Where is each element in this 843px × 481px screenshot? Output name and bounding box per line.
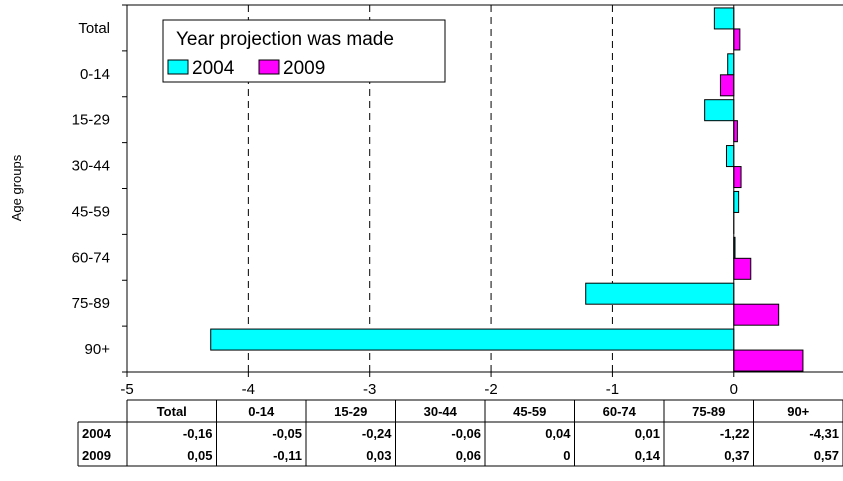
bar-2009-75-89	[733, 303, 780, 326]
table-cell: -0,05	[272, 426, 302, 441]
bar-2004-45-59	[733, 190, 740, 213]
table-row-label: 2009	[82, 448, 111, 463]
bar-2004-Total	[713, 7, 735, 30]
y-axis-label: Age groups	[9, 154, 24, 221]
category-labels: Total 0-14 15-29 30-44 45-59 60-74 75-89 90+	[72, 20, 111, 358]
table-cell: 0,37	[724, 448, 749, 463]
table-cell: 0,05	[187, 448, 212, 463]
table-cell: -4,31	[809, 426, 839, 441]
table-header-cell: 15-29	[334, 404, 367, 419]
table-cell: -0,16	[183, 426, 213, 441]
bar-2004-15-29	[704, 99, 735, 122]
legend-box	[162, 19, 446, 83]
table-cell: 0,06	[456, 448, 481, 463]
x-tick-label: 0	[730, 381, 738, 398]
category-label: 90+	[85, 341, 111, 358]
table-cell: 0,04	[545, 426, 571, 441]
table-cell: -0,11	[273, 448, 302, 463]
category-label: 15-29	[72, 112, 110, 129]
category-label: 30-44	[72, 158, 110, 175]
bar-2004-30-44	[725, 145, 735, 168]
bar-2009-90+	[733, 349, 804, 372]
data-table: Total 0-14 15-29 30-44 45-59 60-74 75-89 90+ 200…	[77, 399, 843, 467]
table-cell: 0,57	[814, 448, 839, 463]
table-header-cell: 60-74	[603, 404, 637, 419]
table-cell: 0,01	[635, 426, 660, 441]
x-tick-label: -4	[242, 381, 255, 398]
bar-2004-0-14	[727, 53, 735, 76]
table-header-cell: 90+	[787, 404, 809, 419]
table-cell: 0	[563, 448, 570, 463]
table-cell: -0,06	[451, 426, 481, 441]
category-label: 45-59	[72, 203, 110, 220]
bars	[210, 7, 804, 372]
bar-2004-75-89	[585, 282, 735, 305]
category-label: 75-89	[72, 295, 110, 312]
table-cell: 0,14	[635, 448, 661, 463]
table-cell: -1,22	[720, 426, 750, 441]
legend-swatch-2004	[167, 59, 189, 75]
bar-2009-0-14	[719, 74, 735, 97]
legend-label-2004: 2004	[192, 58, 235, 79]
table-header-cell: Total	[157, 404, 187, 419]
category-label: Total	[78, 20, 110, 37]
legend-label-2009: 2009	[283, 58, 325, 79]
legend: Year projection was made 2004 2009	[162, 19, 446, 83]
x-tick-labels: -5 -4 -3 -2 -1 0	[120, 381, 738, 398]
x-tick-label: -5	[120, 381, 133, 398]
table-cell: 0,03	[366, 448, 391, 463]
table-row-label: 2004	[82, 426, 112, 441]
legend-title: Year projection was made	[176, 29, 394, 50]
bar-2009-30-44	[733, 166, 742, 189]
x-tick-label: -1	[606, 381, 619, 398]
axes	[122, 4, 843, 377]
category-label: 0-14	[80, 66, 110, 83]
table-header-cell: 45-59	[513, 404, 546, 419]
table-cell: -0,24	[362, 426, 392, 441]
bar-2004-90+	[210, 328, 735, 351]
bar-2009-Total	[733, 28, 741, 51]
table-header-cell: 30-44	[424, 404, 458, 419]
x-tick-label: -2	[484, 381, 497, 398]
category-label: 60-74	[72, 249, 110, 266]
x-tick-label: -3	[363, 381, 376, 398]
bar-2009-15-29	[733, 120, 738, 143]
table-header-cell: 0-14	[248, 404, 275, 419]
table-header-cell: 75-89	[692, 404, 725, 419]
legend-swatch-2009	[258, 59, 280, 75]
bar-2009-60-74	[733, 257, 752, 280]
